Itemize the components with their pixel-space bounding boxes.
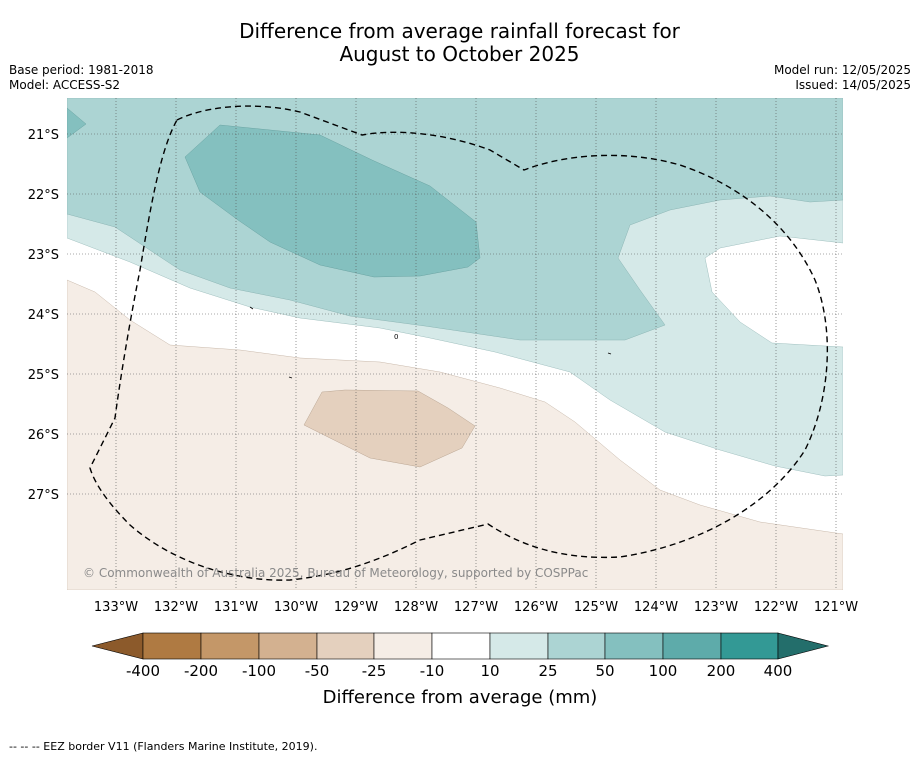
lon-label: 133°W bbox=[94, 600, 138, 615]
eez-legend-note: -- -- -- EEZ border V11 (Flanders Marine… bbox=[9, 740, 318, 753]
colorbar-swatch bbox=[258, 632, 318, 660]
colorbar-swatch bbox=[316, 632, 375, 660]
colorbar-tick-label: -50 bbox=[305, 662, 330, 680]
model-name: Model: ACCESS-S2 bbox=[9, 78, 121, 92]
small-contour-b bbox=[288, 376, 293, 379]
lon-label: 124°W bbox=[634, 600, 678, 615]
eez-border bbox=[89, 105, 829, 581]
colorbar-swatch bbox=[662, 632, 722, 660]
issued-date: Issued: 14/05/2025 bbox=[795, 78, 911, 92]
lat-labels: 21°S 22°S 23°S 24°S 25°S 26°S 27°S bbox=[28, 128, 59, 503]
lon-label: 121°W bbox=[814, 600, 858, 615]
colorbar-ticks: -400 -200 -100 -50 -25 -10 10 25 50 100 … bbox=[126, 662, 792, 680]
lon-labels: 133°W 132°W 131°W 130°W 129°W 128°W 127°… bbox=[94, 600, 858, 615]
map-area: 0 © Commonwealth of Australia 2025, Bure… bbox=[67, 98, 843, 590]
copyright-text: © Commonwealth of Australia 2025, Bureau… bbox=[83, 566, 588, 580]
lon-label: 125°W bbox=[574, 600, 618, 615]
colorbar-swatch bbox=[720, 632, 779, 660]
colorbar-swatch bbox=[373, 632, 433, 660]
model-run: Model run: 12/05/2025 bbox=[773, 63, 911, 77]
colorbar-label: Difference from average (mm) bbox=[323, 687, 598, 708]
small-contour-a bbox=[249, 306, 254, 310]
contour-zero-label: 0 bbox=[394, 333, 398, 341]
colorbar-tick-label: -10 bbox=[420, 662, 445, 680]
colorbar-tick-label: 400 bbox=[764, 662, 793, 680]
teal-corner-patch bbox=[67, 107, 87, 139]
lon-label: 122°W bbox=[754, 600, 798, 615]
lat-label: 25°S bbox=[28, 368, 59, 383]
colorbar-swatch bbox=[142, 632, 202, 660]
lon-label: 129°W bbox=[334, 600, 378, 615]
lon-label: 123°W bbox=[694, 600, 738, 615]
lat-label: 21°S bbox=[28, 128, 59, 143]
lon-label: 130°W bbox=[274, 600, 318, 615]
colorbar-tick-label: 25 bbox=[538, 662, 557, 680]
lat-gridlines bbox=[67, 133, 843, 495]
small-contour-c bbox=[607, 352, 612, 355]
colorbar-left-arrow bbox=[91, 632, 144, 660]
colorbar-swatch bbox=[547, 632, 606, 660]
colorbar-swatch bbox=[200, 632, 260, 660]
lon-label: 132°W bbox=[154, 600, 198, 615]
colorbar-tick-label: 200 bbox=[707, 662, 736, 680]
lat-label: 27°S bbox=[28, 488, 59, 503]
lon-label: 128°W bbox=[394, 600, 438, 615]
lat-label: 23°S bbox=[28, 248, 59, 263]
lon-label: 127°W bbox=[454, 600, 498, 615]
colorbar-tick-label: -25 bbox=[362, 662, 387, 680]
colorbar-swatch bbox=[489, 632, 549, 660]
colorbar-tick-label: -200 bbox=[184, 662, 218, 680]
colorbar-right-arrow bbox=[777, 632, 830, 660]
lon-label: 126°W bbox=[514, 600, 558, 615]
colorbar-swatch bbox=[604, 632, 664, 660]
colorbar-tick-label: 100 bbox=[649, 662, 678, 680]
lat-label: 26°S bbox=[28, 428, 59, 443]
meta-left: Base period: 1981-2018 Model: ACCESS-S2 bbox=[9, 63, 154, 93]
chart-title-line-2: August to October 2025 bbox=[339, 42, 580, 66]
colorbar-tick-label: 50 bbox=[595, 662, 614, 680]
colorbar-tick-label: -400 bbox=[126, 662, 160, 680]
tan-mid-region bbox=[303, 389, 476, 468]
colorbar-tick-label: 10 bbox=[480, 662, 499, 680]
lon-gridlines bbox=[115, 98, 837, 590]
colorbar-tick-label: -100 bbox=[242, 662, 276, 680]
teal-mid-region bbox=[184, 124, 481, 278]
colorbar bbox=[91, 632, 830, 660]
base-period: Base period: 1981-2018 bbox=[9, 63, 154, 77]
meta-right: Model run: 12/05/2025 Issued: 14/05/2025 bbox=[774, 63, 911, 93]
lon-label: 131°W bbox=[214, 600, 258, 615]
colorbar-swatch bbox=[431, 632, 491, 660]
lat-label: 24°S bbox=[28, 308, 59, 323]
lat-label: 22°S bbox=[28, 188, 59, 203]
chart-title-line-1: Difference from average rainfall forecas… bbox=[239, 19, 680, 43]
